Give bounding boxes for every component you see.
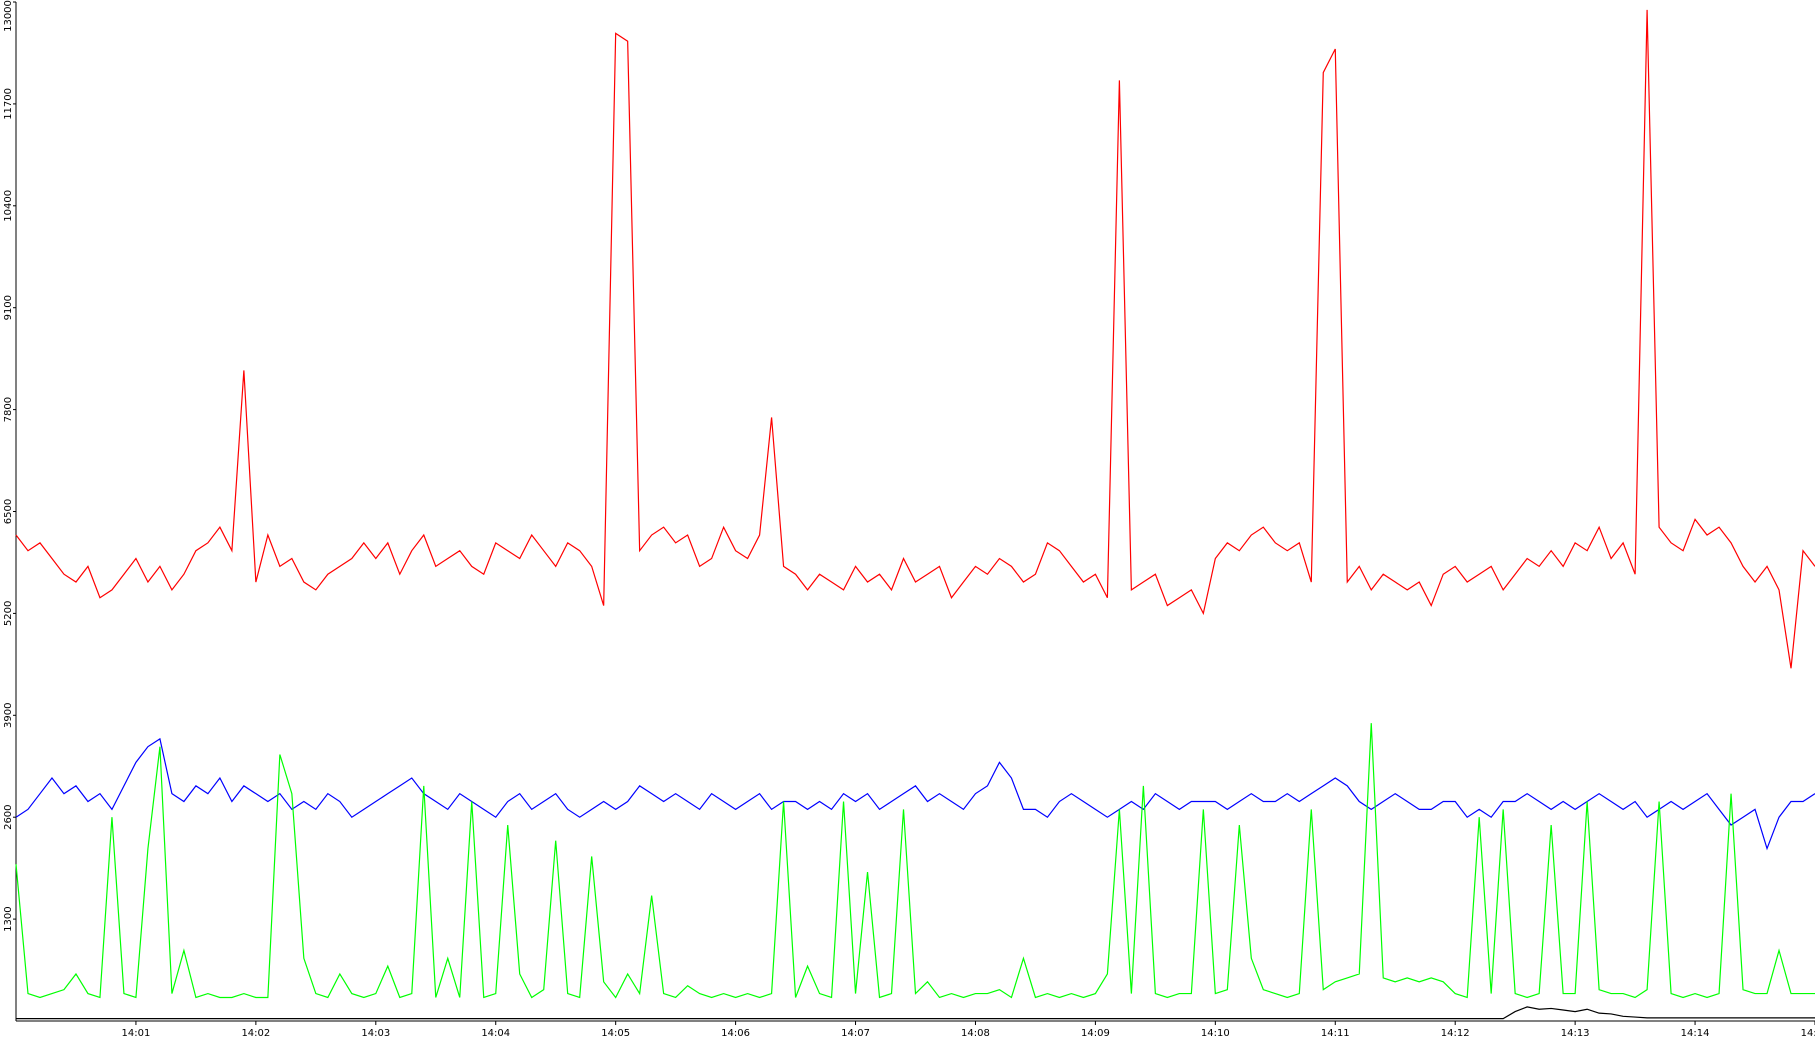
series-line: [15, 9, 1815, 669]
y-tick-label: 10400: [3, 190, 14, 222]
y-tick-label: 1300: [3, 906, 14, 931]
x-tick-label: 14:03: [361, 1028, 390, 1039]
y-tick-label: 7800: [3, 397, 14, 422]
y-tick-label: 11700: [3, 88, 14, 120]
x-tick-label: 14:01: [122, 1028, 151, 1039]
x-tick-label: 14:05: [601, 1028, 630, 1039]
x-tick-label: 14:07: [841, 1028, 870, 1039]
y-tick-label: 2600: [3, 804, 14, 829]
x-tick-label: 14:09: [1081, 1028, 1110, 1039]
x-tick-label: 14:04: [481, 1028, 510, 1039]
x-tick-label: 14:12: [1441, 1028, 1470, 1039]
y-tick-label: 13000: [3, 0, 14, 32]
x-tick-label: 14:14: [1681, 1028, 1710, 1039]
y-tick-label: 5200: [3, 601, 14, 626]
series-line: [16, 1006, 1815, 1020]
y-tick-label: 9100: [3, 295, 14, 320]
y-tick-label: 3900: [3, 703, 14, 728]
x-tick-label: 14:13: [1561, 1028, 1590, 1039]
x-tick-label: 14:08: [961, 1028, 990, 1039]
x-tick-label: 14:10: [1201, 1028, 1230, 1039]
y-tick-label: 6500: [3, 499, 14, 524]
x-tick-label: 14:06: [721, 1028, 750, 1039]
x-tick-label: 14:11: [1321, 1028, 1350, 1039]
x-tick-label: 14:15: [1801, 1028, 1815, 1039]
series-line: [15, 737, 1815, 851]
series-line: [15, 723, 1815, 999]
x-tick-label: 14:02: [241, 1028, 270, 1039]
